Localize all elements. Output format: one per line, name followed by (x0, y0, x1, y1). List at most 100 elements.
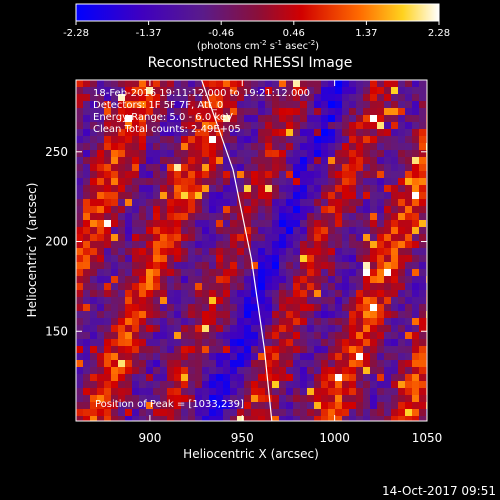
heatmap-cell (328, 290, 335, 297)
heatmap-cell (251, 171, 258, 178)
heatmap-cell (230, 353, 237, 360)
heatmap-cell (167, 115, 174, 122)
heatmap-cell (300, 276, 307, 283)
heatmap-cell (188, 241, 195, 248)
heatmap-cell (195, 283, 202, 290)
heatmap-cell (314, 178, 321, 185)
heatmap-cell (209, 248, 216, 255)
heatmap-cell (286, 129, 293, 136)
heatmap-cell (300, 115, 307, 122)
heatmap-cell (391, 234, 398, 241)
heatmap-cell (139, 150, 146, 157)
heatmap-cell (223, 199, 230, 206)
heatmap-cell (363, 213, 370, 220)
heatmap-cell (363, 381, 370, 388)
heatmap-cell (349, 129, 356, 136)
heatmap-cell (83, 325, 90, 332)
heatmap-cell (293, 108, 300, 115)
heatmap-cell (363, 185, 370, 192)
heatmap-cell (223, 157, 230, 164)
heatmap-cell (76, 87, 83, 94)
heatmap-cell (139, 311, 146, 318)
heatmap-cell (370, 290, 377, 297)
heatmap-cell (146, 276, 153, 283)
heatmap-cell (223, 297, 230, 304)
heatmap-cell (118, 150, 125, 157)
heatmap-cell (363, 199, 370, 206)
heatmap-cell (90, 185, 97, 192)
heatmap-cell (188, 269, 195, 276)
heatmap-cell (97, 311, 104, 318)
heatmap-cell (384, 304, 391, 311)
heatmap-cell (146, 206, 153, 213)
heatmap-cell (328, 402, 335, 409)
heatmap-cell (370, 388, 377, 395)
heatmap-cell (132, 101, 139, 108)
heatmap-cell (286, 248, 293, 255)
heatmap-cell (384, 129, 391, 136)
heatmap-cell (279, 136, 286, 143)
heatmap-cell (153, 150, 160, 157)
heatmap-cell (223, 129, 230, 136)
heatmap-cell (188, 164, 195, 171)
heatmap-cell (237, 213, 244, 220)
heatmap-cell (104, 304, 111, 311)
heatmap-cell (398, 87, 405, 94)
heatmap-cell (419, 402, 426, 409)
heatmap-cell (160, 332, 167, 339)
heatmap-cell (412, 178, 419, 185)
heatmap-cell (202, 171, 209, 178)
heatmap-cell (139, 241, 146, 248)
heatmap-cell (349, 346, 356, 353)
heatmap-cell (398, 353, 405, 360)
heatmap-cell (216, 416, 223, 421)
heatmap-cell (195, 290, 202, 297)
heatmap-cell (195, 325, 202, 332)
heatmap-cell (286, 94, 293, 101)
heatmap-cell (412, 353, 419, 360)
heatmap-cell (111, 199, 118, 206)
heatmap-cell (342, 101, 349, 108)
heatmap-cell (356, 409, 363, 416)
heatmap-cell (104, 213, 111, 220)
heatmap-cell (377, 94, 384, 101)
heatmap-cell (97, 227, 104, 234)
heatmap-cell (258, 108, 265, 115)
heatmap-cell (153, 199, 160, 206)
heatmap-cell (125, 150, 132, 157)
heatmap-cell (230, 206, 237, 213)
heatmap-cell (202, 115, 209, 122)
heatmap-cell (209, 199, 216, 206)
heatmap-cell (314, 150, 321, 157)
heatmap-cell (174, 136, 181, 143)
heatmap-cell (300, 311, 307, 318)
heatmap-cell (377, 157, 384, 164)
heatmap-cell (419, 339, 426, 346)
heatmap-cell (216, 150, 223, 157)
heatmap-cell (349, 416, 356, 421)
heatmap-cell (265, 143, 272, 150)
heatmap-cell (237, 199, 244, 206)
heatmap-cell (398, 262, 405, 269)
heatmap-cell (230, 143, 237, 150)
heatmap-cell (251, 87, 258, 94)
heatmap-cell (83, 346, 90, 353)
heatmap-cell (237, 143, 244, 150)
heatmap-cell (76, 311, 83, 318)
heatmap-cell (230, 346, 237, 353)
heatmap-cell (384, 381, 391, 388)
heatmap-cell (286, 164, 293, 171)
heatmap-cell (76, 339, 83, 346)
heatmap-cell (342, 108, 349, 115)
heatmap-cell (244, 304, 251, 311)
heatmap-cell (104, 325, 111, 332)
heatmap-cell (300, 136, 307, 143)
heatmap-cell (328, 136, 335, 143)
heatmap-cell (230, 297, 237, 304)
heatmap-cell (314, 353, 321, 360)
heatmap-cell (265, 283, 272, 290)
solar-limb-curve (201, 80, 273, 421)
heatmap-cell (111, 297, 118, 304)
heatmap-cell (279, 297, 286, 304)
heatmap-cell (342, 150, 349, 157)
